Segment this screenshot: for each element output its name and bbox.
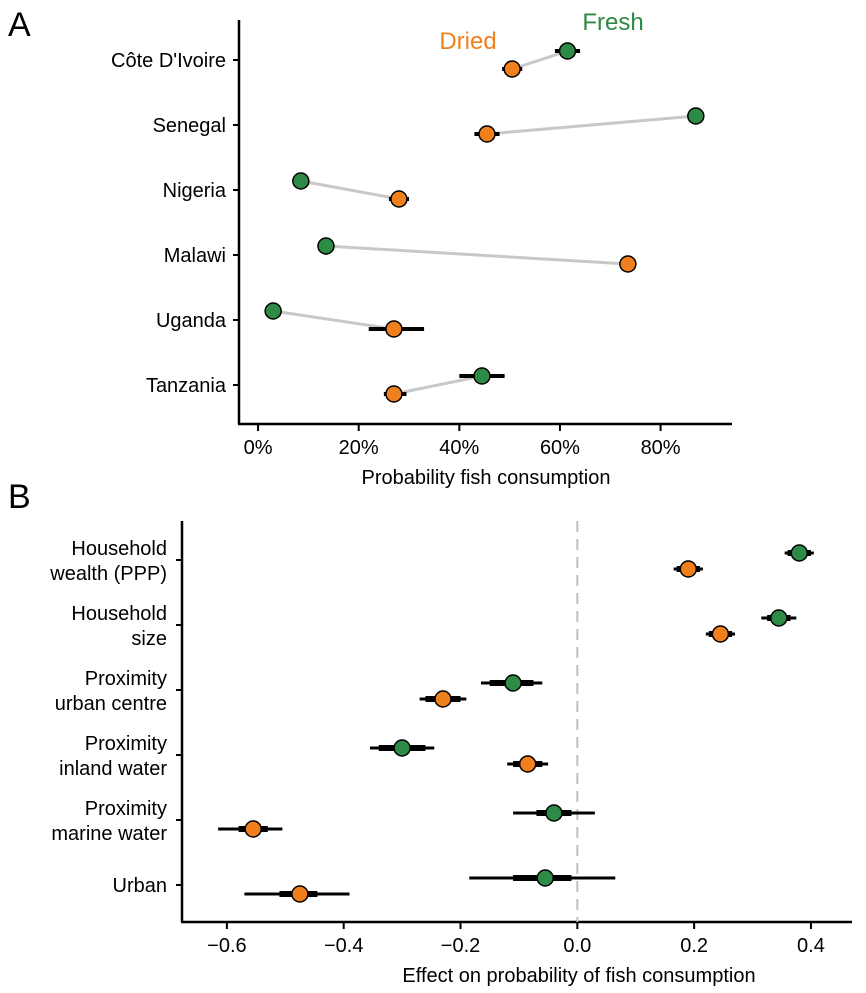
panel-a-category-label: Uganda	[156, 310, 227, 332]
panel-b-category-label-line1: Household	[71, 538, 167, 560]
panel-a-x-tick-label: 40%	[439, 437, 479, 459]
panel-b-x-tick-label: −0.4	[324, 935, 363, 957]
panel-b-category-label-line2: urban centre	[55, 693, 167, 715]
panel-b-x-tick-label: −0.2	[441, 935, 480, 957]
dried-series-label: Dried	[439, 28, 496, 55]
panel-a-connector-line	[325, 244, 628, 266]
panel-b-fresh-point	[536, 869, 554, 887]
panel-a-dried-point	[385, 320, 403, 338]
panel-a-dried-point	[385, 385, 403, 403]
panel-b-category-label-line2: size	[131, 628, 167, 650]
panel-a-points	[264, 42, 705, 403]
panel-b-category-label-line2: wealth (PPP)	[49, 563, 167, 585]
panel-b-x-tick-label: 0.0	[563, 935, 591, 957]
panel-a-connectors	[272, 49, 696, 396]
panel-a-category-label: Nigeria	[163, 180, 227, 202]
panel-a-x-tick-label: 20%	[339, 437, 379, 459]
panel-b-fresh-point	[504, 674, 522, 692]
panel-a-category-label: Côte D'Ivoire	[111, 50, 226, 72]
panel-b-dried-point	[244, 820, 262, 838]
panel-a-category-label: Senegal	[153, 115, 226, 137]
panel-b-points	[244, 544, 809, 903]
panel-b-error-bars	[218, 550, 814, 897]
panel-b-x-axis-title: Effect on probability of fish consumptio…	[402, 965, 755, 987]
panel-a-fresh-point	[558, 42, 577, 60]
panel-a-dried-point	[503, 60, 521, 78]
panel-b-category-label-line1: Proximity	[85, 798, 167, 820]
panel-b-x-tick-label: −0.6	[207, 935, 246, 957]
panel-b-category-labels: Household wealth (PPP) Household size Proxim…	[49, 538, 167, 897]
panel-b-x-tick-label: 0.2	[680, 935, 708, 957]
panel-a-error-bars	[270, 49, 699, 396]
panel-a-connector-line	[511, 49, 568, 71]
panel-b-x-ticks: −0.6 −0.4 −0.2 0.0 0.2 0.4	[207, 922, 825, 957]
panel-a-letter: A	[8, 6, 31, 44]
panel-b-dried-point	[434, 690, 452, 708]
panel-b-category-label-line1: Household	[71, 603, 167, 625]
panel-b-dried-point	[291, 885, 309, 903]
panel-b-letter: B	[8, 478, 31, 516]
panel-a-dried-point	[478, 125, 496, 143]
panel-b-fresh-point	[770, 609, 788, 627]
panel-a-dried-point	[619, 255, 637, 273]
panel-b-fresh-point	[393, 739, 411, 757]
panel-a-category-label: Tanzania	[146, 375, 227, 397]
panel-a-connector-line	[486, 114, 696, 136]
panel-a-x-tick-label: 0%	[244, 437, 273, 459]
panel-b-dried-point	[518, 755, 537, 773]
panel-b-category-label: Urban	[113, 875, 167, 897]
panel-a-x-tick-label: 80%	[641, 437, 681, 459]
panel-a-fresh-point	[473, 367, 491, 385]
panel-b-category-label-line2: marine water	[51, 823, 167, 845]
panel-a-category-labels: Côte D'Ivoire Senegal Nigeria Malawi Uganda T…	[111, 50, 227, 397]
panel-a-category-ticks	[233, 59, 239, 386]
panel-b-category-label-line1: Proximity	[85, 668, 167, 690]
panel-a-connector-line	[272, 309, 395, 331]
panel-a-fresh-point	[292, 172, 310, 190]
panel-b-category-label-line2: inland water	[59, 758, 167, 780]
panel-b-dried-point	[711, 625, 730, 643]
panel-a-fresh-point	[687, 107, 705, 125]
panel-b-category-ticks	[176, 559, 182, 886]
panel-b-x-tick-label: 0.4	[797, 935, 825, 957]
panel-a-fresh-point	[264, 302, 282, 320]
panel-b-fresh-point	[545, 804, 563, 822]
panel-a-x-tick-label: 60%	[540, 437, 580, 459]
panel-a-connector-line	[393, 374, 483, 396]
panel-a-category-label: Malawi	[164, 245, 226, 267]
panel-a-x-axis-title: Probability fish consumption	[361, 467, 610, 489]
panel-a-x-ticks: 0% 20% 40% 60% 80%	[244, 424, 681, 459]
panel-b-dried-point	[679, 560, 698, 578]
panel-a-fresh-point	[317, 237, 335, 255]
panel-b-fresh-point	[790, 544, 809, 562]
panel-a-dried-point	[390, 190, 408, 208]
panel-a-connector-line	[300, 179, 400, 201]
fresh-series-label: Fresh	[582, 9, 643, 36]
panel-b-category-label-line1: Proximity	[85, 733, 167, 755]
